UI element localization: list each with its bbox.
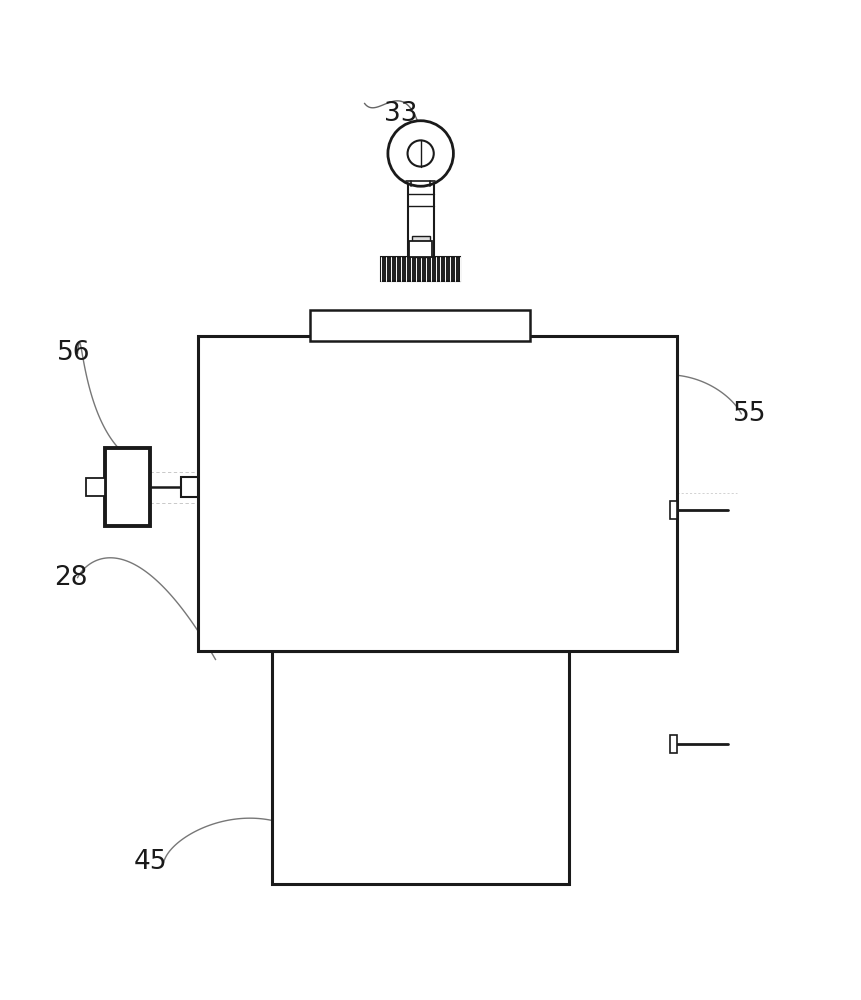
Circle shape	[433, 523, 450, 540]
Circle shape	[407, 140, 433, 167]
Text: 33: 33	[384, 101, 417, 127]
Bar	[381, 257, 460, 281]
Text: 45: 45	[134, 849, 167, 875]
Bar	[669, 735, 676, 753]
Bar	[105, 448, 150, 526]
Circle shape	[412, 523, 429, 540]
Bar	[181, 477, 198, 497]
Bar	[407, 172, 433, 257]
Circle shape	[390, 523, 407, 540]
Bar	[412, 236, 429, 257]
Text: 55: 55	[733, 401, 765, 427]
Bar	[409, 241, 431, 257]
Bar	[293, 672, 547, 862]
Bar	[198, 336, 676, 651]
Text: 28: 28	[54, 565, 87, 591]
Bar	[86, 478, 105, 496]
Bar	[669, 501, 676, 519]
Bar	[310, 310, 530, 341]
Text: 56: 56	[57, 340, 90, 366]
Bar	[271, 651, 568, 884]
Circle shape	[387, 121, 453, 186]
Bar	[220, 358, 654, 629]
